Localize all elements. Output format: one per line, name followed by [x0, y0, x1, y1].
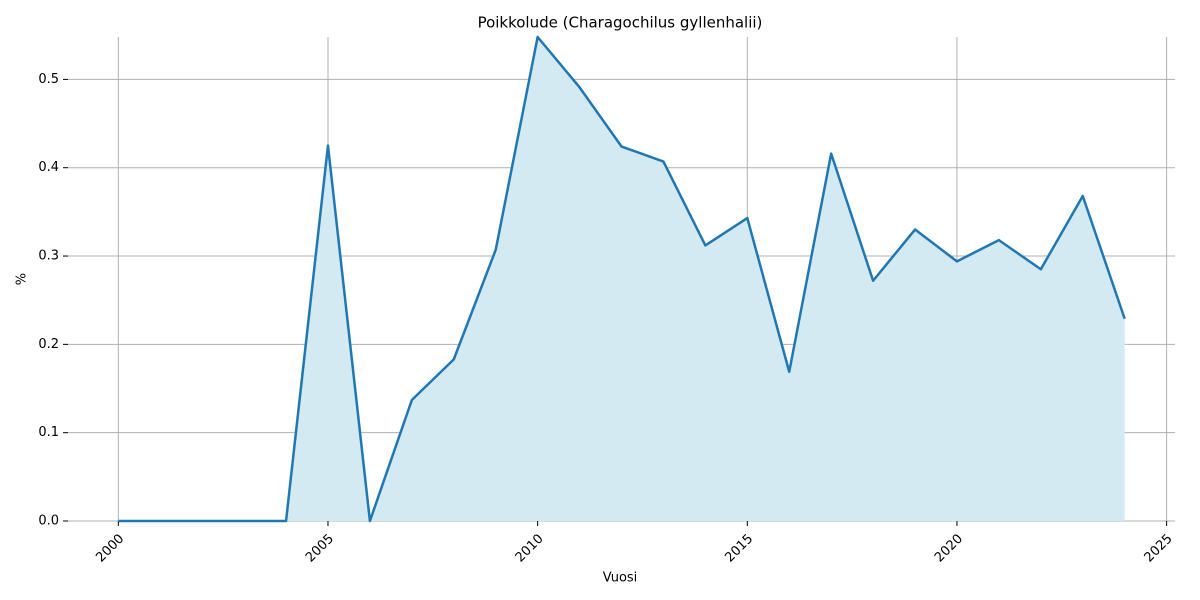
y-tick-label: 0.0 [38, 514, 59, 529]
y-tick-label: 0.1 [38, 425, 59, 440]
x-tick-label: 2025 [1142, 531, 1176, 565]
line [118, 35, 1126, 523]
chart-title: Poikkolude (Charagochilus gyllenhalii) [478, 14, 763, 32]
y-axis-label: % [15, 273, 30, 285]
x-tick-label: 2015 [722, 531, 756, 565]
area [118, 37, 1125, 521]
y-tick-label: 0.2 [38, 337, 59, 352]
y-tick-label: 0.5 [38, 72, 59, 87]
x-tick-label: 2000 [93, 531, 127, 565]
y-tick-label: 0.3 [38, 249, 59, 264]
x-tick-label: 2005 [303, 531, 337, 565]
x-tick-label: 2020 [932, 531, 966, 565]
x-axis-label: Vuosi [603, 571, 638, 586]
y-tick-label: 0.4 [38, 160, 59, 175]
x-tick-label: 2010 [513, 531, 547, 565]
